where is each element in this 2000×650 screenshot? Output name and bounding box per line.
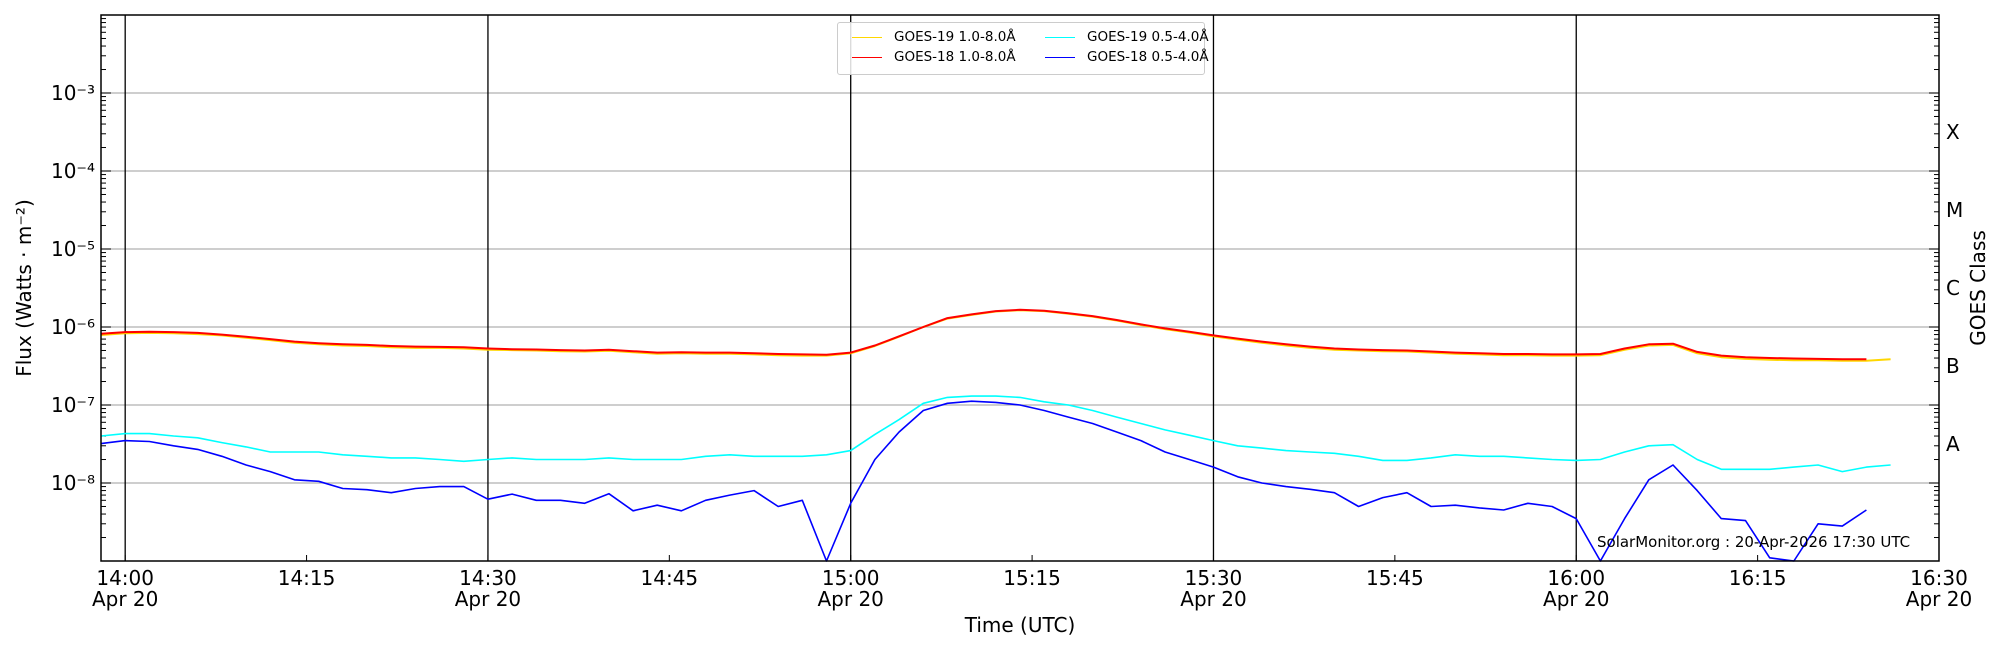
y-axis-label: Flux (Watts · m⁻²) xyxy=(12,199,36,377)
x-tick-label-date: Apr 20 xyxy=(455,587,521,611)
x-tick-label-time: 15:30 xyxy=(1185,566,1243,590)
right-axis-label: GOES Class xyxy=(1966,230,1990,346)
watermark-text: SolarMonitor.org : 20-Apr-2026 17:30 UTC xyxy=(1597,533,1911,551)
series-line-goes-18-1-0-8-0- xyxy=(100,308,1867,361)
x-tick-label-time: 16:30 xyxy=(1910,566,1968,590)
legend-swatch xyxy=(852,36,882,38)
x-tick-label-time: 14:30 xyxy=(459,566,517,590)
legend-swatch xyxy=(852,56,882,58)
x-tick-label-time: 16:00 xyxy=(1547,566,1605,590)
x-tick-label-time: 14:00 xyxy=(96,566,154,590)
goes-class-label: M xyxy=(1946,198,1963,222)
y-tick-label: 10⁻⁶ xyxy=(51,315,95,339)
x-tick-label-date: Apr 20 xyxy=(818,587,884,611)
y-tick-label: 10⁻³ xyxy=(51,81,95,105)
x-tick-label-time: 14:15 xyxy=(278,566,336,590)
legend: GOES-19 1.0-8.0Å GOES-18 1.0-8.0Å GOES-1… xyxy=(837,22,1209,75)
legend-label: GOES-18 1.0-8.0Å xyxy=(894,49,1016,65)
legend-item-goes18-short: GOES-18 0.5-4.0Å xyxy=(1045,49,1209,65)
x-tick-label-time: 15:00 xyxy=(822,566,880,590)
legend-item-goes19-short: GOES-19 0.5-4.0Å xyxy=(1045,29,1209,45)
legend-item-goes18-long: GOES-18 1.0-8.0Å xyxy=(852,49,1016,65)
x-tick-label-time: 14:45 xyxy=(641,566,699,590)
y-tick-label: 10⁻⁷ xyxy=(51,393,95,417)
y-tick-label: 10⁻⁵ xyxy=(51,237,95,261)
x-axis-label: Time (UTC) xyxy=(964,613,1076,637)
legend-label: GOES-18 0.5-4.0Å xyxy=(1087,49,1209,65)
goes-class-label: X xyxy=(1946,120,1960,144)
legend-swatch xyxy=(1045,36,1075,38)
x-tick-label-date: Apr 20 xyxy=(1543,587,1609,611)
series-line-goes-19-1-0-8-0- xyxy=(100,309,1891,362)
plot-frame xyxy=(100,14,1940,562)
x-tick-label-date: Apr 20 xyxy=(1180,587,1246,611)
goes-class-label: A xyxy=(1946,432,1960,456)
x-tick-label-date: Apr 20 xyxy=(92,587,158,611)
legend-swatch xyxy=(1045,56,1075,58)
y-tick-label: 10⁻⁴ xyxy=(51,159,95,183)
series-line-goes-19-0-5-4-0- xyxy=(100,395,1891,473)
legend-label: GOES-19 1.0-8.0Å xyxy=(894,29,1016,45)
goes-class-label: B xyxy=(1946,354,1960,378)
x-tick-label-time: 15:45 xyxy=(1366,566,1424,590)
series-line-goes-18-0-5-4-0- xyxy=(100,400,1867,562)
x-tick-label-time: 15:15 xyxy=(1003,566,1061,590)
legend-label: GOES-19 0.5-4.0Å xyxy=(1087,29,1209,45)
y-tick-label: 10⁻⁸ xyxy=(51,471,95,495)
x-tick-label-date: Apr 20 xyxy=(1906,587,1972,611)
legend-item-goes19-long: GOES-19 1.0-8.0Å xyxy=(852,29,1016,45)
goes-class-label: C xyxy=(1946,276,1960,300)
x-tick-label-time: 16:15 xyxy=(1729,566,1787,590)
